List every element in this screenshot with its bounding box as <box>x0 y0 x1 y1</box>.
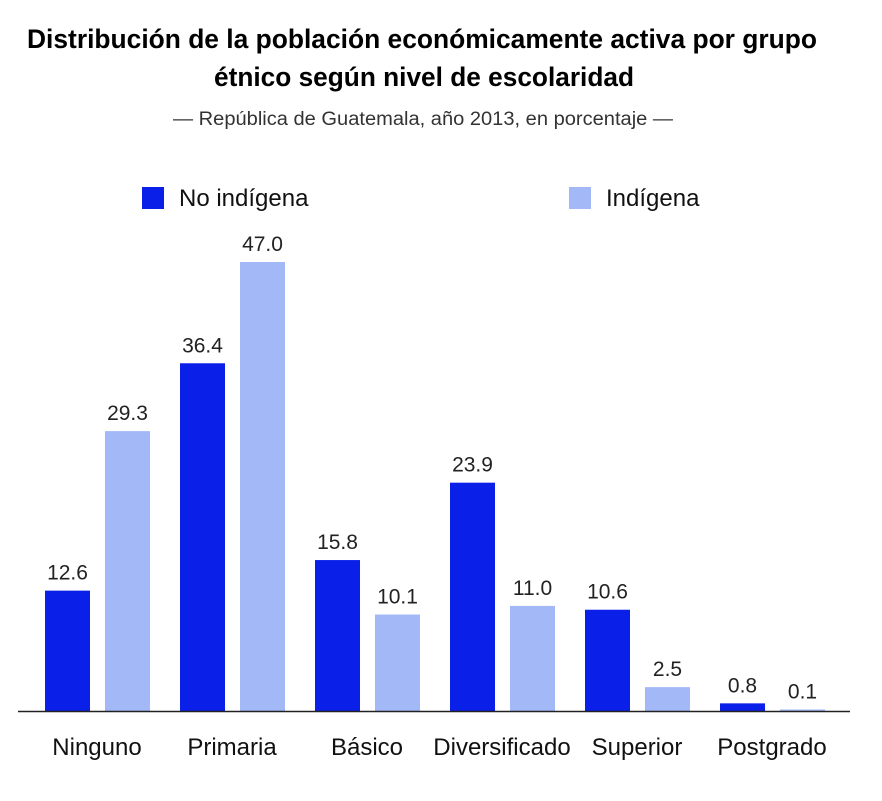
data-label-1-1: 47.0 <box>242 233 283 256</box>
data-label-1-4: 2.5 <box>653 658 682 681</box>
bar-0-0 <box>45 590 90 711</box>
category-label-3: Diversificado <box>433 734 570 761</box>
chart-title-line-2: étnico según nivel de escolaridad <box>214 62 634 92</box>
data-label-0-0: 12.6 <box>47 562 88 585</box>
data-label-0-3: 23.9 <box>452 454 493 477</box>
category-labels: Ninguno Primaria Básico Diversificado Superi… <box>52 734 826 761</box>
data-label-1-2: 10.1 <box>377 586 418 609</box>
bars: 12.6 29.3 36.4 47.0 15.8 10.1 23.9 11.0 10.6 2.5 0… <box>45 233 825 711</box>
bar-0-1 <box>180 363 225 711</box>
bar-1-0 <box>105 431 150 711</box>
bar-0-3 <box>450 482 495 711</box>
legend-swatch-1 <box>569 187 591 209</box>
bar-1-4 <box>645 687 690 711</box>
data-label-1-3: 11.0 <box>513 577 552 600</box>
legend-label-1: Indígena <box>606 185 700 212</box>
bar-1-1 <box>240 262 285 711</box>
chart-subtitle: — República de Guatemala, año 2013, en p… <box>173 109 673 130</box>
legend-label-0: No indígena <box>179 185 309 212</box>
category-label-4: Superior <box>592 734 683 761</box>
bar-0-5 <box>720 703 765 711</box>
data-label-0-2: 15.8 <box>317 531 358 554</box>
data-label-1-5: 0.1 <box>788 681 817 704</box>
category-label-2: Básico <box>331 734 403 761</box>
data-label-0-1: 36.4 <box>182 334 223 357</box>
legend-swatch-0 <box>142 187 164 209</box>
data-label-1-0: 29.3 <box>107 402 148 425</box>
category-label-5: Postgrado <box>717 734 826 761</box>
bar-1-3 <box>510 605 555 711</box>
category-label-0: Ninguno <box>52 734 141 761</box>
data-label-0-4: 10.6 <box>587 581 628 604</box>
chart-title-line-1: Distribución de la población económicame… <box>27 24 817 54</box>
category-label-1: Primaria <box>187 734 277 761</box>
legend: No indígena Indígena <box>142 185 700 212</box>
bar-1-2 <box>375 614 420 711</box>
bar-0-4 <box>585 609 630 711</box>
data-label-0-5: 0.8 <box>728 674 757 697</box>
bar-0-2 <box>315 560 360 711</box>
bar-1-5 <box>780 709 825 711</box>
